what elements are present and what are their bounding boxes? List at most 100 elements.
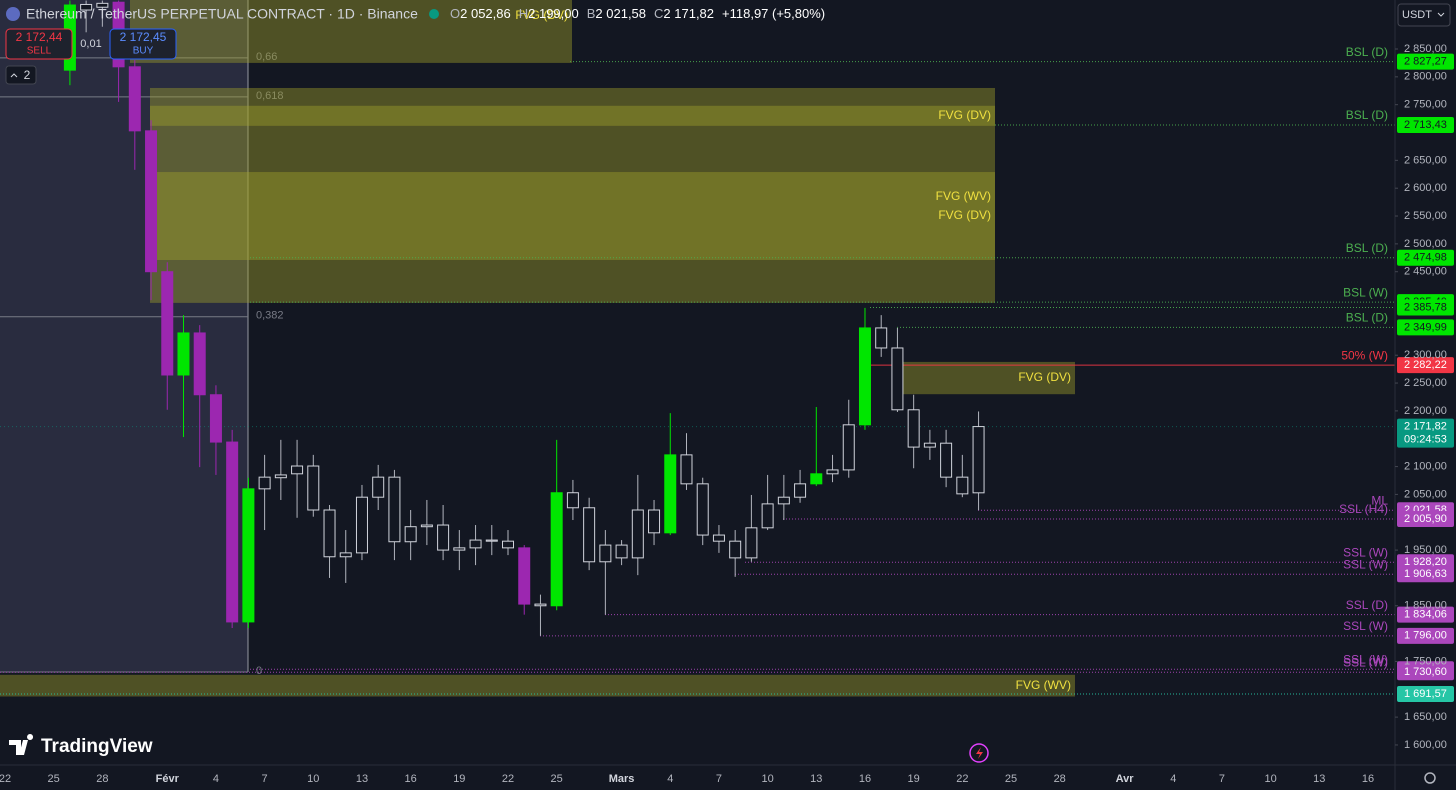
level-label: SSL (W) bbox=[1343, 545, 1388, 559]
x-tick-label: 10 bbox=[307, 773, 319, 785]
x-tick-label: 16 bbox=[1362, 773, 1374, 785]
candle-body bbox=[761, 503, 774, 529]
x-tick-label: 22 bbox=[0, 773, 11, 785]
fvg-zone bbox=[130, 0, 572, 63]
level-label: SSL (W) bbox=[1343, 557, 1388, 571]
price-badge bbox=[1397, 606, 1454, 623]
price-badge-label: 2 474,98 bbox=[1404, 252, 1447, 264]
y-tick-label: 2 650,00 bbox=[1404, 154, 1447, 166]
candle-body bbox=[372, 476, 385, 498]
y-tick-label: 1 650,00 bbox=[1404, 711, 1447, 723]
level-label: BSL (D) bbox=[1346, 241, 1388, 255]
fvg-zone bbox=[897, 361, 1075, 395]
x-tick-label: 22 bbox=[502, 773, 514, 785]
y-tick-label: 2 250,00 bbox=[1404, 377, 1447, 389]
level-label: 50% (W) bbox=[1341, 348, 1388, 362]
price-badge-label: 2 713,43 bbox=[1404, 119, 1447, 131]
x-tick-label: 22 bbox=[956, 773, 968, 785]
y-tick-label: 2 200,00 bbox=[1404, 405, 1447, 417]
fvg-zone bbox=[0, 674, 1075, 697]
buy-label: BUY bbox=[133, 46, 154, 57]
price-badge bbox=[1397, 566, 1454, 583]
y-tick-label: 1 950,00 bbox=[1404, 544, 1447, 556]
x-tick-label: 25 bbox=[551, 773, 563, 785]
candle-body bbox=[485, 539, 498, 542]
fib-label: 0,382 bbox=[256, 310, 284, 322]
countdown: 09:24:53 bbox=[1404, 433, 1447, 445]
price-badge bbox=[1397, 685, 1454, 702]
candle-body bbox=[696, 483, 709, 536]
price-badge-label: 1 928,20 bbox=[1404, 556, 1447, 568]
legend-value: 2 171,82 bbox=[663, 6, 714, 21]
candle-body bbox=[956, 476, 969, 495]
sell-button[interactable] bbox=[5, 28, 73, 60]
settings-icon[interactable] bbox=[1424, 772, 1436, 784]
x-tick-label: 7 bbox=[1219, 773, 1225, 785]
price-badge-label: 1 906,63 bbox=[1404, 568, 1447, 580]
y-tick-label: 2 500,00 bbox=[1404, 238, 1447, 250]
price-badge bbox=[1397, 53, 1454, 70]
level-label: BSL (D) bbox=[1346, 108, 1388, 122]
candle-body bbox=[599, 544, 612, 563]
candle-body bbox=[453, 547, 466, 551]
chevron bbox=[1437, 12, 1445, 17]
candle-body bbox=[518, 547, 531, 605]
buy-button[interactable] bbox=[109, 28, 177, 60]
fvg-label: FVG (DV) bbox=[938, 108, 991, 122]
fib-label: 0,618 bbox=[256, 90, 284, 102]
legend-key: C bbox=[654, 6, 663, 21]
y-tick-label: 2 850,00 bbox=[1404, 43, 1447, 55]
x-tick-label: 7 bbox=[262, 773, 268, 785]
candle-body bbox=[891, 347, 904, 411]
symbol-icon bbox=[6, 7, 20, 21]
candle-body bbox=[680, 454, 693, 485]
candle-body bbox=[712, 534, 725, 542]
fvg-label: FVG (WV) bbox=[1016, 678, 1071, 692]
sell-price: 2 172,44 bbox=[16, 30, 63, 44]
currency-select[interactable] bbox=[1397, 3, 1451, 27]
x-tick-label: 13 bbox=[356, 773, 368, 785]
candle-body bbox=[242, 488, 255, 623]
fvg-label: FVG (DV) bbox=[938, 208, 991, 222]
price-badge bbox=[1397, 249, 1454, 266]
y-tick-label: 2 100,00 bbox=[1404, 460, 1447, 472]
candle-body bbox=[177, 332, 190, 376]
brand: TradingView bbox=[41, 736, 153, 757]
candle-body bbox=[631, 509, 644, 559]
candle-body bbox=[307, 465, 320, 511]
price-badge-label: 1 730,60 bbox=[1404, 666, 1447, 678]
y-tick-label: 2 800,00 bbox=[1404, 71, 1447, 83]
candle-body bbox=[420, 524, 433, 528]
candle-body bbox=[258, 476, 271, 490]
candle-body bbox=[648, 509, 661, 534]
brand-logo bbox=[9, 734, 34, 755]
level-label: BSL (D) bbox=[1346, 45, 1388, 59]
x-tick-label: 28 bbox=[1054, 773, 1066, 785]
candle-body bbox=[128, 66, 141, 132]
spread: 0,01 bbox=[80, 38, 101, 50]
level-label: SSL (H4) bbox=[1339, 502, 1388, 516]
y-tick-label: 2 750,00 bbox=[1404, 99, 1447, 111]
x-tick-label: 25 bbox=[48, 773, 60, 785]
x-tick-label: 16 bbox=[859, 773, 871, 785]
x-tick-label: 25 bbox=[1005, 773, 1017, 785]
candle-body bbox=[355, 496, 368, 554]
candle-body bbox=[745, 527, 758, 559]
x-tick-label: 4 bbox=[1170, 773, 1176, 785]
currency: USDT bbox=[1402, 9, 1432, 21]
y-tick-label: 2 300,00 bbox=[1404, 349, 1447, 361]
y-tick-label: 1 850,00 bbox=[1404, 600, 1447, 612]
indicators-toggle[interactable] bbox=[5, 65, 37, 85]
candle-body bbox=[566, 492, 579, 509]
alert-icon[interactable] bbox=[969, 743, 989, 763]
price-badge bbox=[1397, 117, 1454, 134]
x-tick-label: Févr bbox=[156, 773, 180, 785]
ohlc-legend: O2 052,86 H2 199,00 B2 021,58 C2 171,82 +118… bbox=[450, 6, 825, 21]
x-tick-label: 7 bbox=[716, 773, 722, 785]
plot-area: 0,66 0,618 0,382 0 FVG (DV) FVG (DV) FVG (WV) F… bbox=[0, 0, 1395, 697]
symbol-title: Ethereum / TetherUS PERPETUAL CONTRACT ·… bbox=[26, 6, 418, 22]
legend-value: 2 021,58 bbox=[595, 6, 646, 21]
candle-body bbox=[615, 544, 628, 559]
x-tick-label: 19 bbox=[453, 773, 465, 785]
x-tick-label: 19 bbox=[908, 773, 920, 785]
